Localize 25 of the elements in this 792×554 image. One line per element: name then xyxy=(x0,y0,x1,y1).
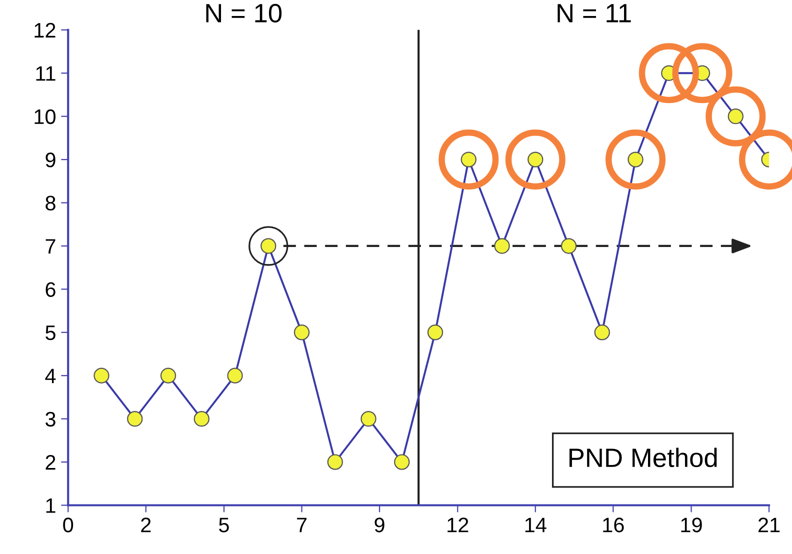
x-tick-label: 5 xyxy=(219,518,229,532)
y-tick-label: 9 xyxy=(46,152,56,168)
x-tick-label: 12 xyxy=(448,518,468,532)
x-tick-label: 16 xyxy=(603,518,624,532)
y-tick-label: 8 xyxy=(46,196,56,211)
y-tick-label: 6 xyxy=(46,282,56,297)
y-tick-label: 2 xyxy=(46,455,56,470)
x-tick-label: 21 xyxy=(758,518,780,532)
x-tick-label: 19 xyxy=(681,518,702,532)
x-tick-label: 7 xyxy=(297,518,306,532)
y-tick-label: 11 xyxy=(36,66,56,81)
y-tick-label: 10 xyxy=(34,109,56,124)
y-tick-label: 12 xyxy=(34,22,56,38)
x-tick-label: 9 xyxy=(374,518,384,532)
annotation: PND Method xyxy=(570,448,717,468)
x-tick-label: 0 xyxy=(63,518,74,532)
y-tick-label: 5 xyxy=(46,326,56,340)
x-tick-label: 2 xyxy=(141,518,151,532)
y-tick-label: 3 xyxy=(46,412,56,427)
x-tick-label: 14 xyxy=(525,518,546,532)
text: N = 10 xyxy=(206,4,282,23)
y-tick-label: 1 xyxy=(46,498,56,513)
text: N = 11 xyxy=(558,4,631,22)
y-tick-label: 7 xyxy=(46,239,56,254)
y-tick-label: 4 xyxy=(45,368,56,384)
